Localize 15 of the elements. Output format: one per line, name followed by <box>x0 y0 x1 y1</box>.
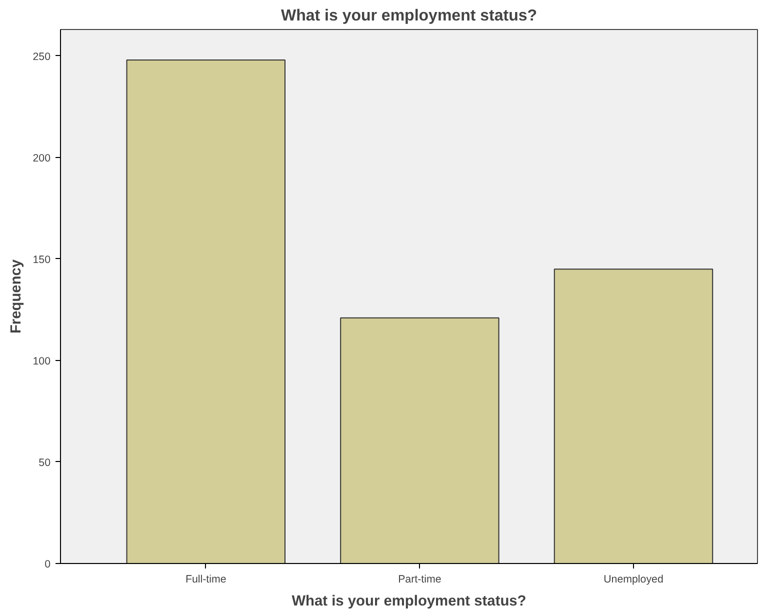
x-axis-title: What is your employment status? <box>292 594 526 610</box>
bar <box>126 59 286 564</box>
y-tick-label: 100 <box>32 355 51 368</box>
bar <box>340 317 500 564</box>
y-tick-label: 50 <box>38 456 51 469</box>
x-tick-label: Unemployed <box>604 574 664 586</box>
bar <box>554 268 714 564</box>
x-tick-label: Part-time <box>398 574 442 586</box>
y-axis-title: Frequency <box>8 258 25 334</box>
y-tick-label: 0 <box>44 558 51 570</box>
chart-title: What is your employment status? <box>280 8 538 24</box>
y-tick-label: 250 <box>32 50 51 63</box>
x-tick-label: Full-time <box>185 574 226 586</box>
y-tick-label: 150 <box>32 254 51 266</box>
y-tick-label: 200 <box>32 152 51 164</box>
